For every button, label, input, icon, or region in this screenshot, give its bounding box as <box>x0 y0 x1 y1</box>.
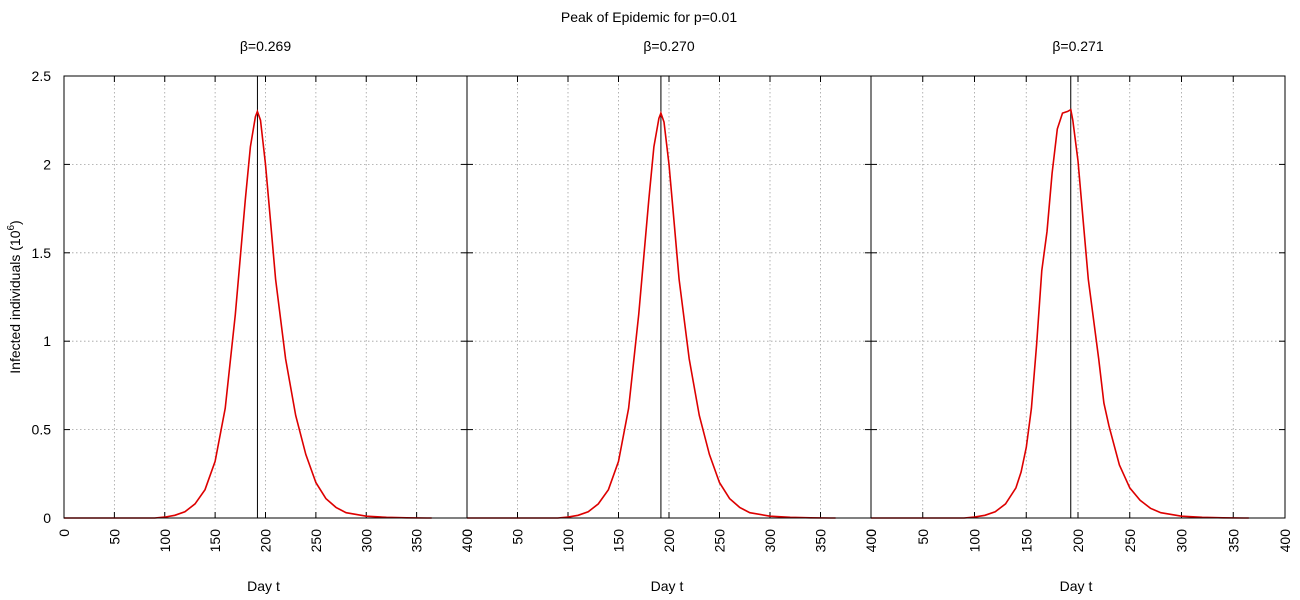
x-tick-label: 250 <box>308 529 324 553</box>
y-axis-label-close: ) <box>7 220 23 225</box>
x-tick-label: 150 <box>1018 529 1034 553</box>
x-axis-label: Day t <box>651 578 684 594</box>
x-tick-label: 150 <box>207 529 223 553</box>
y-tick-label: 1.5 <box>32 245 52 261</box>
y-tick-label: 2.5 <box>32 68 52 84</box>
y-axis-label-exponent: 6 <box>6 225 17 231</box>
panel-1: 0 50 100 150 200 250 300 350 40000.511.522.5β=0.… <box>32 38 475 594</box>
x-tick-label: 300 <box>358 529 374 553</box>
y-axis-label-main: Infected individuals (10 <box>7 230 23 373</box>
x-tick-label: 0 <box>459 529 475 537</box>
x-tick-label: 300 <box>762 529 778 553</box>
x-tick-label: 300 <box>1174 529 1190 553</box>
x-tick-label: 50 <box>915 529 931 545</box>
x-tick-label: 100 <box>560 529 576 553</box>
y-tick-label: 2 <box>43 156 51 172</box>
chart-panels: 0 50 100 150 200 250 300 350 40000.511.522.5β=0.… <box>32 38 1293 594</box>
series-line-1 <box>64 109 432 519</box>
x-tick-label: 100 <box>967 529 983 553</box>
x-tick-label: 200 <box>661 529 677 553</box>
x-tick-label: 50 <box>510 529 526 545</box>
panel-title: β=0.270 <box>643 38 694 54</box>
series-line-1 <box>871 108 1249 519</box>
x-tick-label: 400 <box>1277 529 1293 553</box>
x-tick-label: 400 <box>863 529 879 553</box>
figure-title: Peak of Epidemic for p=0.01 <box>561 9 737 25</box>
y-tick-label: 1 <box>43 333 51 349</box>
x-tick-label: 50 <box>106 529 122 545</box>
x-tick-label: 350 <box>1225 529 1241 553</box>
x-tick-label: 200 <box>1070 529 1086 553</box>
panel-3: 0 50 100 150 200 250 300 350 400 β=0.271 Day t <box>863 38 1293 594</box>
panel-2: 0 50 100 150 200 250 300 350 400 β=0.270 Day t <box>459 38 879 594</box>
y-tick-label: 0 <box>43 510 51 526</box>
x-tick-label: 400 <box>459 529 475 553</box>
x-tick-label: 100 <box>157 529 173 553</box>
x-tick-label: 250 <box>1122 529 1138 553</box>
panel-title: β=0.269 <box>240 38 291 54</box>
panel-title: β=0.271 <box>1052 38 1103 54</box>
plot-frame <box>870 75 1286 519</box>
y-tick-label: 0.5 <box>32 422 52 438</box>
x-tick-label: 150 <box>611 529 627 553</box>
x-tick-label: 0 <box>56 529 72 537</box>
x-tick-label: 250 <box>712 529 728 553</box>
x-tick-label: 350 <box>409 529 425 553</box>
y-axis-label: Infected individuals (106) <box>6 220 23 373</box>
x-tick-label: 0 <box>863 529 879 537</box>
x-axis-label: Day t <box>247 578 280 594</box>
x-axis-label: Day t <box>1060 578 1093 594</box>
x-tick-label: 200 <box>258 529 274 553</box>
x-tick-label: 350 <box>813 529 829 553</box>
series-line-1 <box>467 110 836 519</box>
